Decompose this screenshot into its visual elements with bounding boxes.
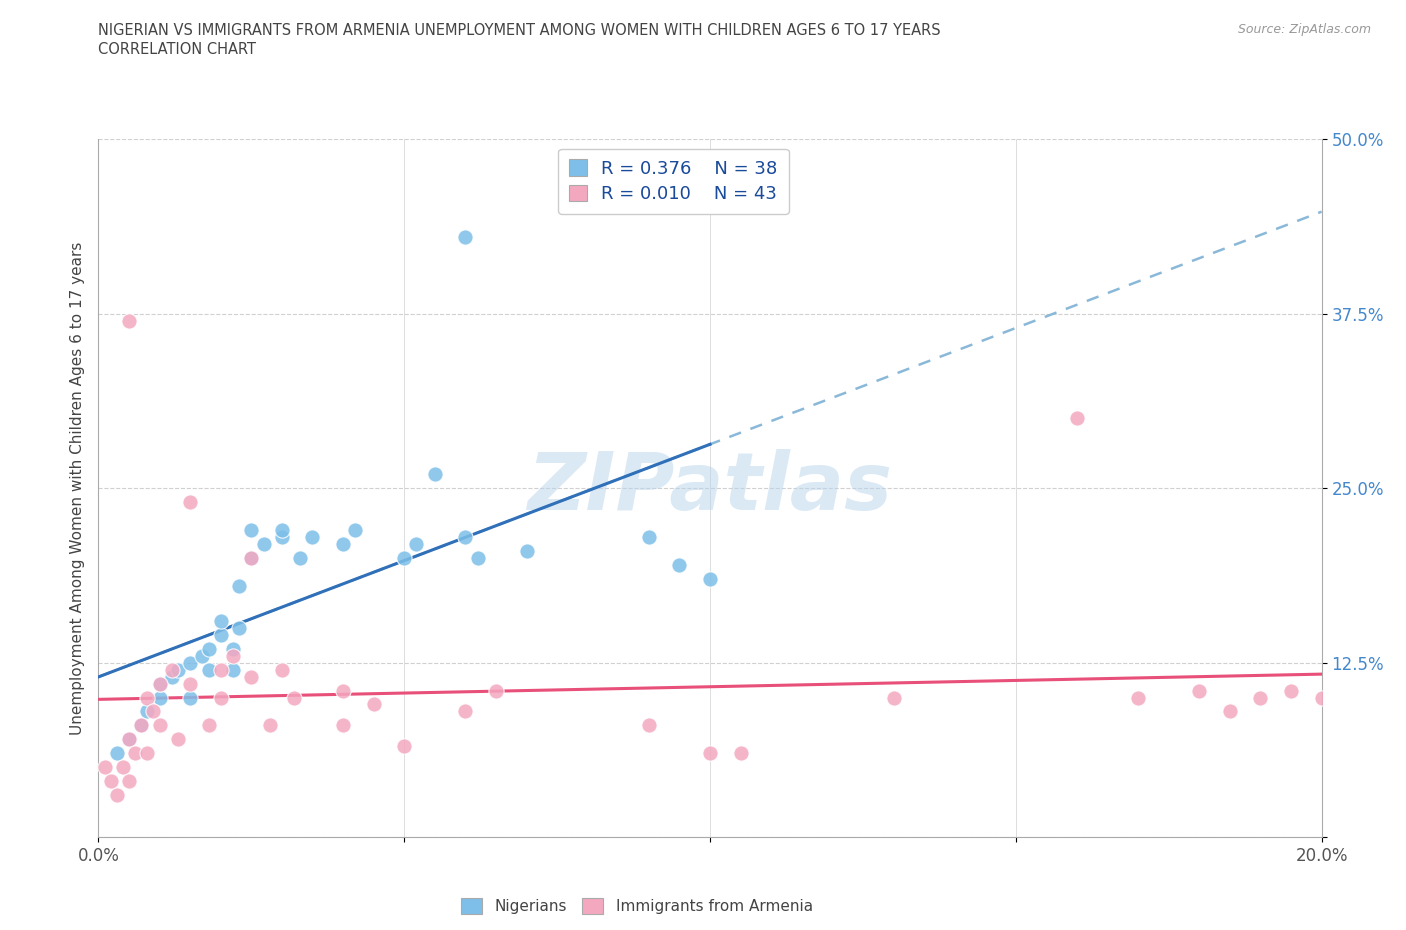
Point xyxy=(111,760,134,775)
Point xyxy=(149,676,172,691)
Point xyxy=(240,551,263,565)
Text: Source: ZipAtlas.com: Source: ZipAtlas.com xyxy=(1237,23,1371,36)
Y-axis label: Unemployment Among Women with Children Ages 6 to 17 years: Unemployment Among Women with Children A… xyxy=(69,242,84,735)
Point xyxy=(1249,690,1271,705)
Point xyxy=(160,662,183,677)
Point xyxy=(252,537,274,551)
Point xyxy=(142,704,165,719)
Point xyxy=(129,718,152,733)
Point xyxy=(467,551,489,565)
Point xyxy=(105,746,128,761)
Point xyxy=(637,530,661,545)
Point xyxy=(270,523,292,538)
Point xyxy=(118,774,141,789)
Point xyxy=(179,690,201,705)
Point xyxy=(209,662,232,677)
Point xyxy=(136,690,159,705)
Point xyxy=(363,698,385,712)
Point xyxy=(105,788,128,803)
Text: CORRELATION CHART: CORRELATION CHART xyxy=(98,42,256,57)
Point xyxy=(209,628,232,643)
Point xyxy=(93,760,115,775)
Point xyxy=(1128,690,1150,705)
Point xyxy=(668,558,690,573)
Point xyxy=(209,690,232,705)
Text: ZIPatlas: ZIPatlas xyxy=(527,449,893,527)
Point xyxy=(167,732,190,747)
Point xyxy=(179,676,201,691)
Point xyxy=(149,690,172,705)
Point xyxy=(301,530,323,545)
Point xyxy=(240,551,263,565)
Point xyxy=(454,530,477,545)
Point xyxy=(197,662,219,677)
Point xyxy=(222,648,245,663)
Point xyxy=(290,551,312,565)
Point xyxy=(1279,683,1302,698)
Point xyxy=(197,718,219,733)
Point xyxy=(699,746,721,761)
Point xyxy=(118,313,141,328)
Point xyxy=(222,662,245,677)
Point xyxy=(454,230,477,245)
Point xyxy=(270,530,292,545)
Point xyxy=(423,467,446,482)
Point xyxy=(332,683,354,698)
Point xyxy=(1310,690,1333,705)
Text: NIGERIAN VS IMMIGRANTS FROM ARMENIA UNEMPLOYMENT AMONG WOMEN WITH CHILDREN AGES : NIGERIAN VS IMMIGRANTS FROM ARMENIA UNEM… xyxy=(98,23,941,38)
Point xyxy=(883,690,905,705)
Point xyxy=(149,676,172,691)
Point xyxy=(730,746,752,761)
Point xyxy=(332,718,354,733)
Point xyxy=(332,537,354,551)
Point xyxy=(129,718,152,733)
Point xyxy=(222,642,245,657)
Point xyxy=(240,523,263,538)
Point xyxy=(1219,704,1241,719)
Point xyxy=(228,578,250,593)
Point xyxy=(209,614,232,629)
Point xyxy=(454,704,477,719)
Point xyxy=(197,642,219,657)
Point xyxy=(392,551,416,565)
Point xyxy=(100,774,122,789)
Point xyxy=(259,718,281,733)
Point xyxy=(283,690,305,705)
Point xyxy=(191,648,214,663)
Point xyxy=(485,683,508,698)
Point xyxy=(228,620,250,635)
Legend: Nigerians, Immigrants from Armenia: Nigerians, Immigrants from Armenia xyxy=(454,892,818,920)
Point xyxy=(118,732,141,747)
Point xyxy=(392,738,416,753)
Point xyxy=(136,704,159,719)
Point xyxy=(240,670,263,684)
Point xyxy=(1066,411,1088,426)
Point xyxy=(405,537,427,551)
Point xyxy=(118,732,141,747)
Point xyxy=(637,718,661,733)
Point xyxy=(179,495,201,510)
Point xyxy=(167,662,190,677)
Point xyxy=(179,655,201,670)
Point xyxy=(1188,683,1211,698)
Point xyxy=(149,718,172,733)
Point xyxy=(270,662,292,677)
Point xyxy=(699,571,721,587)
Point xyxy=(160,670,183,684)
Point xyxy=(124,746,146,761)
Point xyxy=(516,543,538,558)
Point xyxy=(136,746,159,761)
Point xyxy=(344,523,367,538)
